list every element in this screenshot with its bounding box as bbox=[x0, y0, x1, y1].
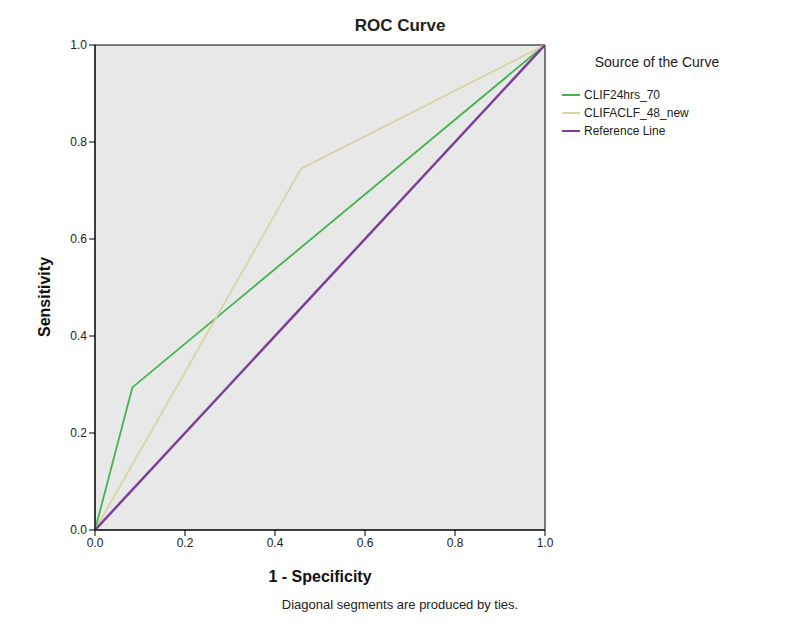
svg-text:0.0: 0.0 bbox=[87, 536, 104, 550]
svg-text:0.2: 0.2 bbox=[177, 536, 194, 550]
html-text:Diagonal segments are produced: Diagonal segments are produced by ties. bbox=[281, 597, 519, 612]
svg-text:0.4: 0.4 bbox=[267, 536, 284, 550]
html-text:Reference Line: Reference Line bbox=[584, 124, 666, 138]
svg-text:1.0: 1.0 bbox=[537, 536, 554, 550]
html-text:ROC Curve: ROC Curve bbox=[354, 16, 446, 35]
svg-text:1.0: 1.0 bbox=[70, 38, 87, 52]
svg-text:0.2: 0.2 bbox=[70, 426, 87, 440]
html-text:CLIF24hrs_70: CLIF24hrs_70 bbox=[584, 88, 660, 102]
html-text:Sensitivity: Sensitivity bbox=[36, 257, 53, 337]
svg-text:0.8: 0.8 bbox=[447, 536, 464, 550]
svg-text:0.4: 0.4 bbox=[70, 329, 87, 343]
svg-text:0.0: 0.0 bbox=[70, 523, 87, 537]
svg-text:0.8: 0.8 bbox=[70, 135, 87, 149]
svg-text:0.6: 0.6 bbox=[357, 536, 374, 550]
html-text:CLIFACLF_48_new: CLIFACLF_48_new bbox=[584, 106, 689, 120]
html-text:1 - Specificity: 1 - Specificity bbox=[268, 568, 372, 585]
svg-text:0.6: 0.6 bbox=[70, 232, 87, 246]
html-text:Source of the Curve: Source of the Curve bbox=[594, 54, 720, 70]
